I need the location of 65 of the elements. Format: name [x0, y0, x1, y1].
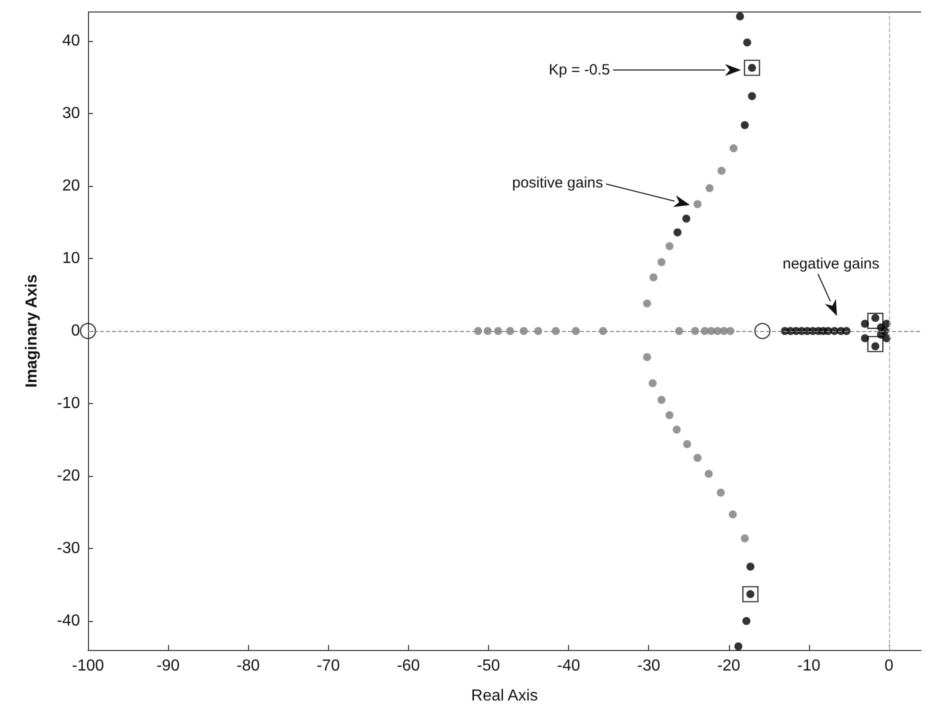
x-tick-label: -50 — [476, 658, 500, 674]
point — [666, 242, 674, 250]
x-tick-label: -100 — [72, 658, 104, 674]
point — [648, 379, 657, 388]
y-tick-label: -10 — [56, 395, 80, 412]
point — [672, 426, 681, 434]
point — [754, 322, 771, 340]
y-tick-label: 20 — [62, 178, 80, 194]
x-tick-label: -80 — [236, 658, 260, 674]
point — [740, 121, 749, 130]
y-tick-label: 40 — [62, 32, 80, 50]
point — [742, 617, 750, 625]
y-tick-label: -20 — [56, 468, 80, 484]
y-tick-label: 0 — [71, 322, 80, 340]
y-tick-label: -30 — [56, 540, 80, 557]
point — [675, 327, 684, 335]
y-tick-label: -40 — [56, 612, 80, 630]
point — [746, 562, 754, 571]
point — [694, 454, 702, 462]
point — [743, 38, 752, 46]
point — [734, 642, 742, 650]
x-tick-label: -60 — [396, 658, 420, 674]
point — [742, 586, 758, 602]
point — [691, 327, 700, 335]
y-tick-label: 10 — [62, 250, 80, 267]
annotation: negative gains — [782, 256, 880, 272]
point — [736, 12, 744, 20]
point — [506, 327, 514, 335]
point — [666, 411, 674, 420]
point — [649, 273, 658, 282]
x-tick-label: -20 — [717, 658, 740, 674]
point — [842, 327, 851, 335]
x-tick-label: 0 — [884, 658, 894, 674]
point — [718, 166, 726, 175]
annotation: Kp = -0.5 — [548, 62, 610, 78]
point — [657, 396, 666, 404]
point — [867, 312, 884, 329]
y-tick-label: 30 — [62, 105, 80, 122]
point — [494, 327, 502, 335]
point — [572, 327, 580, 335]
x-tick-label: -70 — [316, 658, 340, 674]
y-axis-title: Imaginary Axis — [24, 274, 40, 388]
point — [704, 470, 713, 478]
point — [748, 92, 756, 100]
point — [643, 353, 652, 362]
x-tick-label: -10 — [797, 658, 821, 674]
point — [694, 200, 702, 208]
point — [730, 144, 738, 152]
point — [80, 322, 96, 340]
point — [740, 534, 749, 542]
point — [867, 336, 884, 352]
x-tick-label: -40 — [557, 658, 580, 674]
point — [674, 228, 682, 236]
x-tick-label: -90 — [156, 658, 180, 674]
point — [643, 299, 652, 308]
point — [683, 440, 692, 448]
point — [682, 214, 690, 223]
point — [728, 510, 737, 518]
x-axis-title: Real Axis — [471, 688, 538, 704]
point — [744, 60, 760, 76]
point — [716, 488, 725, 497]
point — [657, 258, 666, 266]
point — [706, 184, 714, 192]
annotation: positive gains — [512, 174, 603, 192]
x-tick-label: -30 — [637, 658, 660, 674]
